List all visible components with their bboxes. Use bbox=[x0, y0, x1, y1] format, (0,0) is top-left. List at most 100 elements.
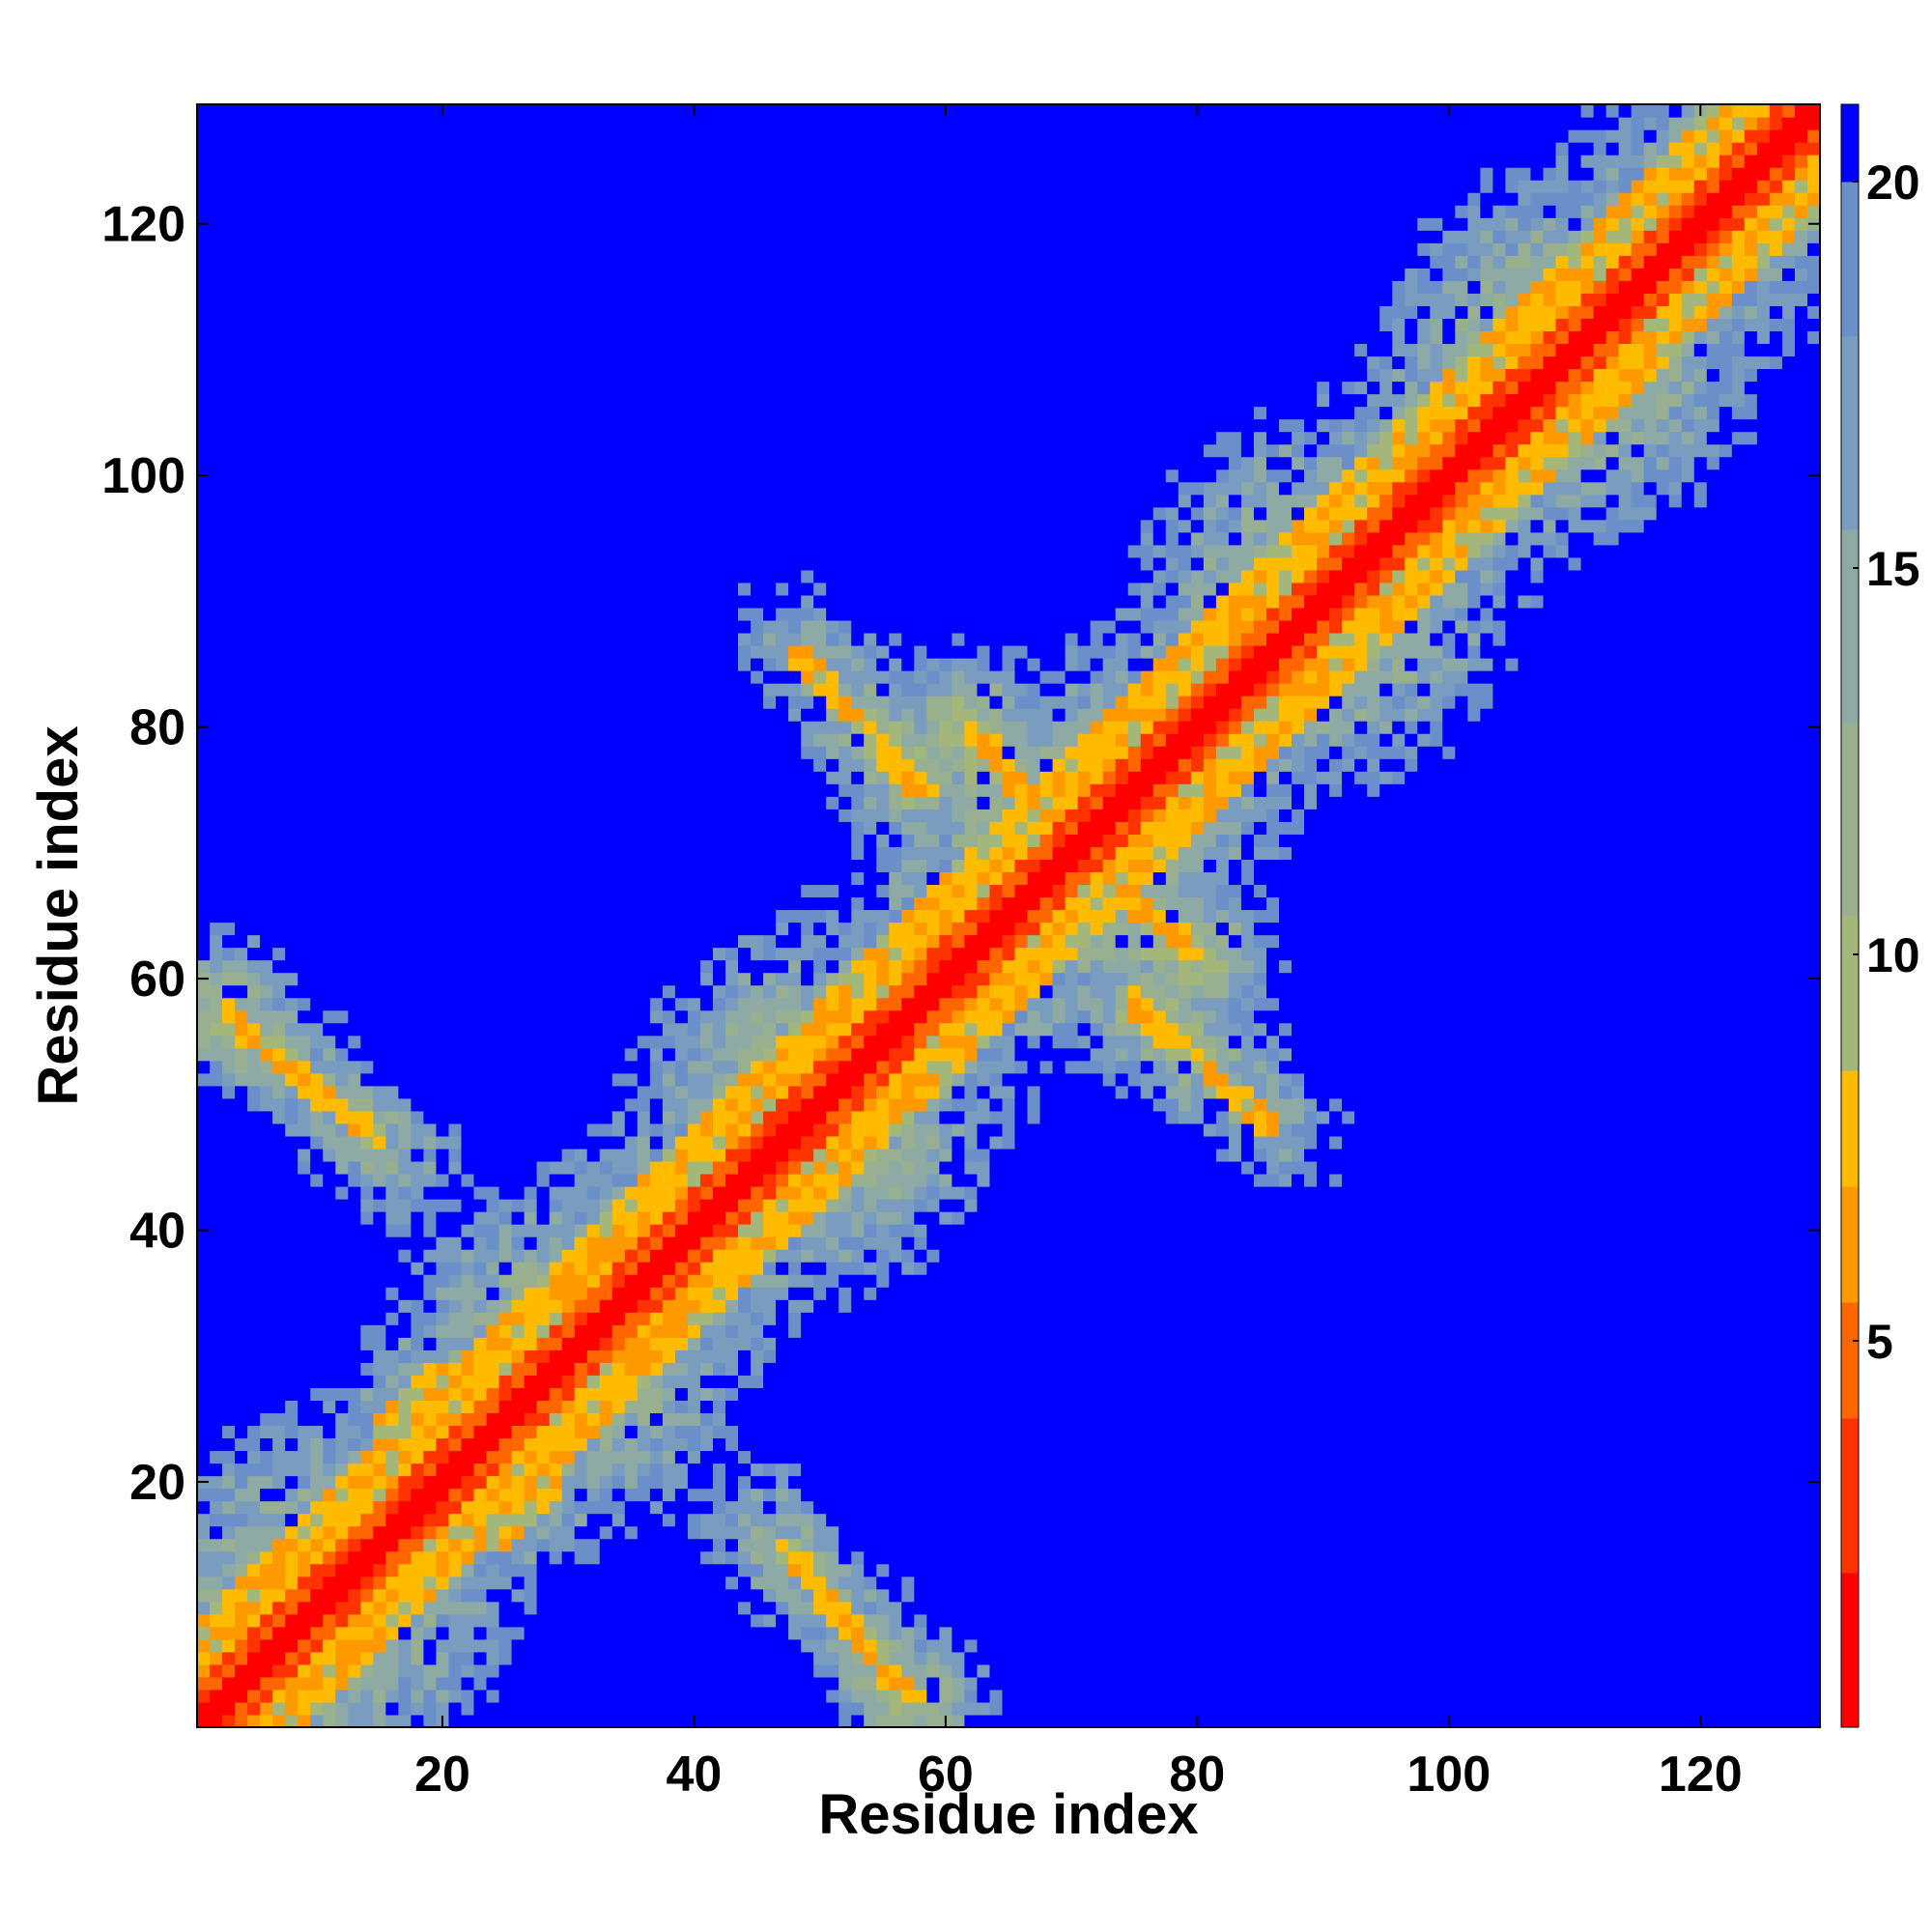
heatmap-cell bbox=[411, 1236, 425, 1250]
heatmap-cell bbox=[561, 368, 576, 383]
heatmap-cell bbox=[536, 809, 551, 822]
heatmap-cell bbox=[335, 1689, 349, 1703]
heatmap-cell bbox=[235, 1701, 248, 1716]
heatmap-cell bbox=[348, 696, 361, 709]
heatmap-cell bbox=[335, 959, 349, 974]
heatmap-cell bbox=[335, 922, 349, 936]
heatmap-cell bbox=[624, 1072, 639, 1087]
heatmap-cell bbox=[398, 909, 412, 923]
heatmap-cell bbox=[411, 494, 425, 508]
heatmap-cell bbox=[222, 1299, 236, 1313]
heatmap-cell bbox=[385, 1525, 399, 1540]
heatmap-cell bbox=[561, 922, 576, 936]
heatmap-cell bbox=[298, 1538, 311, 1552]
heatmap-cell bbox=[448, 758, 463, 772]
heatmap-cell bbox=[448, 1588, 463, 1603]
heatmap-cell bbox=[360, 431, 374, 445]
heatmap-cell bbox=[335, 242, 349, 256]
heatmap-cell bbox=[197, 1337, 211, 1350]
heatmap-cell bbox=[611, 1236, 626, 1250]
heatmap-cell bbox=[360, 645, 374, 659]
heatmap-cell bbox=[461, 1475, 475, 1490]
heatmap-cell bbox=[549, 155, 563, 168]
heatmap-cell bbox=[385, 1199, 399, 1212]
heatmap-cell bbox=[536, 1072, 551, 1087]
heatmap-cell bbox=[448, 305, 463, 319]
heatmap-cell bbox=[536, 1337, 551, 1350]
heatmap-cell bbox=[586, 1262, 601, 1275]
heatmap-cell bbox=[549, 1375, 563, 1388]
heatmap-cell bbox=[649, 632, 664, 646]
heatmap-cell bbox=[310, 658, 324, 671]
heatmap-cell bbox=[222, 569, 236, 583]
heatmap-cell bbox=[498, 1400, 513, 1414]
heatmap-cell bbox=[335, 255, 349, 269]
heatmap-cell bbox=[260, 1135, 273, 1150]
heatmap-cell bbox=[662, 393, 676, 408]
heatmap-cell bbox=[524, 809, 538, 822]
heatmap-cell bbox=[448, 393, 463, 408]
heatmap-cell bbox=[436, 1173, 450, 1187]
heatmap-cell bbox=[662, 431, 676, 445]
heatmap-cell bbox=[272, 418, 286, 433]
heatmap-cell bbox=[385, 997, 399, 1011]
heatmap-cell bbox=[448, 280, 463, 294]
heatmap-cell bbox=[599, 1110, 613, 1124]
heatmap-cell bbox=[574, 859, 588, 873]
heatmap-cell bbox=[285, 519, 298, 533]
heatmap-cell bbox=[473, 205, 488, 218]
heatmap-cell bbox=[398, 1701, 412, 1716]
heatmap-cell bbox=[486, 1576, 500, 1590]
heatmap-cell bbox=[235, 1550, 248, 1565]
heatmap-cell bbox=[310, 117, 324, 130]
heatmap-cell bbox=[599, 129, 613, 143]
heatmap-cell bbox=[310, 393, 324, 408]
heatmap-cell bbox=[411, 1097, 425, 1112]
heatmap-cell bbox=[436, 821, 450, 835]
heatmap-cell bbox=[272, 796, 286, 810]
heatmap-cell bbox=[524, 1412, 538, 1427]
heatmap-cell bbox=[561, 104, 576, 118]
heatmap-cell bbox=[599, 821, 613, 835]
heatmap-cell bbox=[637, 1274, 651, 1288]
heatmap-cell bbox=[662, 1211, 676, 1225]
heatmap-cell bbox=[599, 696, 613, 709]
heatmap-cell bbox=[549, 1324, 563, 1338]
heatmap-cell bbox=[511, 1375, 526, 1388]
heatmap-cell bbox=[285, 167, 298, 181]
heatmap-cell bbox=[624, 1663, 639, 1678]
heatmap-cell bbox=[436, 1009, 450, 1024]
heatmap-cell bbox=[574, 1236, 588, 1250]
heatmap-cell bbox=[561, 305, 576, 319]
heatmap-cell bbox=[398, 1513, 412, 1527]
heatmap-cell bbox=[235, 1463, 248, 1477]
heatmap-cell bbox=[222, 1689, 236, 1703]
heatmap-cell bbox=[599, 506, 613, 521]
heatmap-cell bbox=[473, 330, 488, 345]
heatmap-cell bbox=[260, 1072, 273, 1087]
heatmap-cell bbox=[385, 733, 399, 747]
heatmap-cell bbox=[586, 1563, 601, 1577]
heatmap-cell bbox=[561, 268, 576, 281]
heatmap-cell bbox=[310, 1160, 324, 1175]
heatmap-cell bbox=[473, 771, 488, 784]
heatmap-cell bbox=[423, 368, 438, 383]
heatmap-cell bbox=[536, 1122, 551, 1137]
heatmap-cell bbox=[599, 1135, 613, 1150]
heatmap-cell bbox=[298, 1022, 311, 1037]
heatmap-cell bbox=[210, 1663, 223, 1678]
heatmap-cell bbox=[436, 368, 450, 383]
heatmap-cell bbox=[323, 1437, 336, 1452]
heatmap-cell bbox=[260, 142, 273, 156]
heatmap-cell bbox=[360, 1576, 374, 1590]
heatmap-cell bbox=[486, 1097, 500, 1112]
heatmap-cell bbox=[222, 1148, 236, 1162]
heatmap-cell bbox=[385, 632, 399, 646]
heatmap-cell bbox=[222, 494, 236, 508]
heatmap-cell bbox=[436, 1588, 450, 1603]
heatmap-cell bbox=[197, 758, 211, 772]
heatmap-cell bbox=[536, 1224, 551, 1237]
heatmap-cell bbox=[272, 443, 286, 458]
heatmap-cell bbox=[260, 1022, 273, 1037]
heatmap-cell bbox=[247, 1450, 261, 1464]
